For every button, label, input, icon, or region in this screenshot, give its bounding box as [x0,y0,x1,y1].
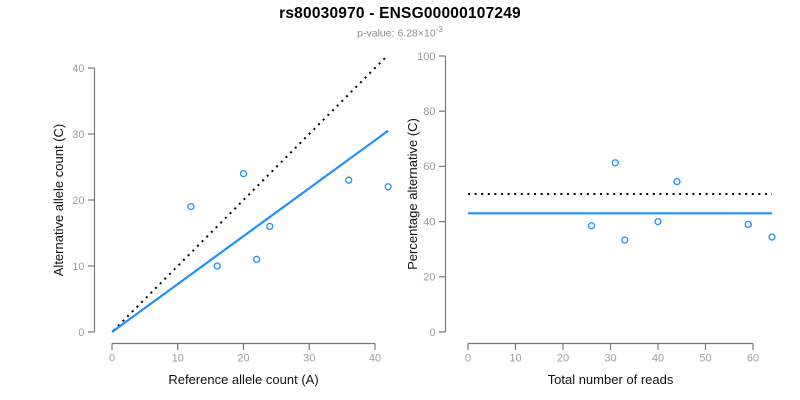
allele-counts-scatter: 0 10 20 30 40 0 10 20 30 40 Reference allele count… [51,55,392,387]
y-tick-label: 20 [72,195,84,207]
data-point [587,222,596,230]
plot-title: rs80030970 - ENSG00000107249 [279,5,521,22]
y-tick-label: 10 [72,261,84,273]
data-point [744,220,752,229]
y-axis-label: Percentage alternative (C) [405,118,420,270]
data-point [384,183,392,191]
data-point [345,176,353,184]
data-point [213,262,221,270]
data-point [611,159,619,167]
x-tick-label: 0 [465,353,471,365]
x-axis-label: Reference allele count (A) [168,372,318,387]
data-point [673,177,681,186]
x-tick-label: 50 [699,353,711,365]
data-point [768,233,776,241]
data-point [187,202,195,211]
pvalue-text: p-value: 6.28×10 [357,27,436,40]
plot-subtitle: p-value: 6.28×10-3 [0,25,800,40]
percentage-vs-reads-scatter: 0 20 40 60 80 100 0 10 20 30 40 50 60 Total number of… [405,51,776,387]
data-point [239,169,248,178]
x-tick-label: 30 [604,353,616,365]
x-axis-label: Total number of reads [548,372,674,387]
y-tick-label: 0 [429,327,435,339]
y-axis-label: Alternative allele count (C) [51,124,66,276]
x-tick-label: 10 [172,353,184,365]
y-tick-label: 20 [423,272,435,284]
x-tick-label: 40 [369,353,381,365]
y-tick-label: 80 [423,106,435,118]
data-point [621,236,629,244]
pvalue-exponent: -3 [435,24,443,34]
x-tick-label: 20 [237,353,249,365]
x-tick-label: 0 [109,353,115,365]
data-point [654,217,662,226]
title-block: rs80030970 - ENSG00000107249 p-value: 6.… [0,5,800,39]
x-tick-label: 10 [509,353,521,365]
y-tick-label: 0 [78,327,84,339]
y-tick-label: 60 [423,161,435,173]
y-tick-label: 100 [417,51,435,63]
data-point [266,222,274,231]
x-tick-label: 30 [303,353,315,365]
x-tick-label: 20 [557,353,569,365]
identity-line [112,55,388,332]
x-tick-label: 60 [747,353,759,365]
x-tick-label: 40 [652,353,664,365]
data-point [252,255,261,264]
y-tick-label: 30 [72,129,84,141]
y-tick-label: 40 [423,216,435,228]
y-tick-label: 40 [72,63,84,75]
regression-line [111,129,389,333]
